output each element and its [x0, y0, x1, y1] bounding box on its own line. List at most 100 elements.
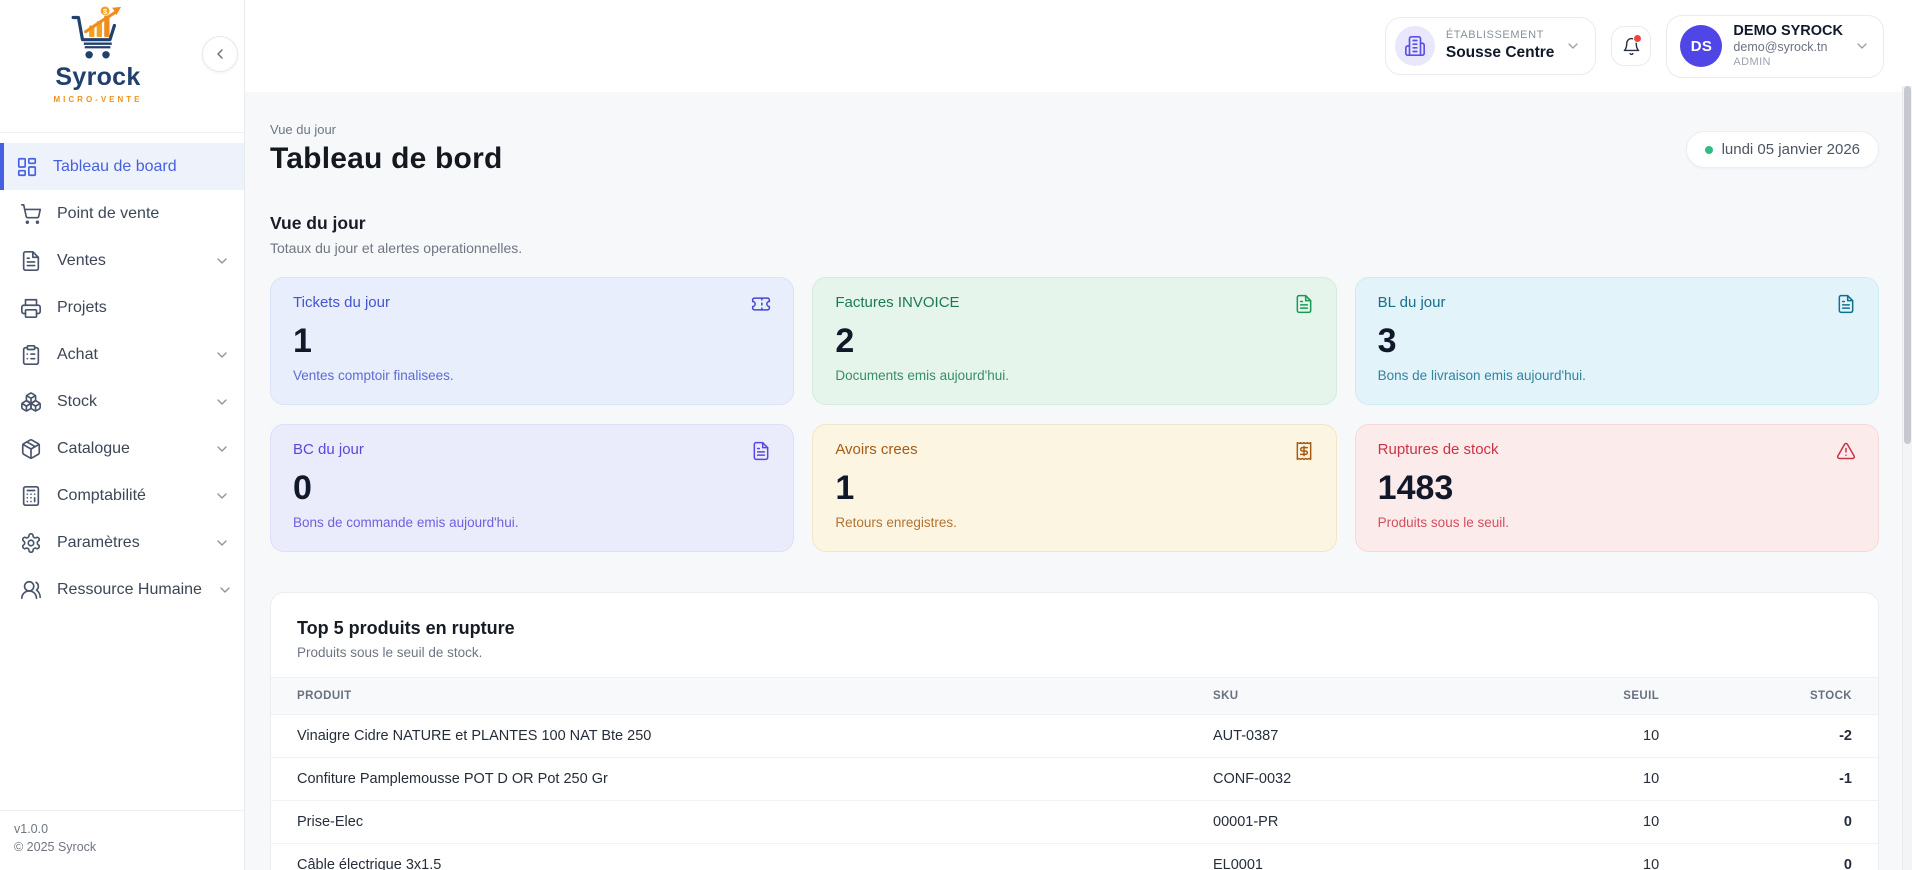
column-header-sku: SKU [1187, 677, 1509, 715]
notifications-button[interactable] [1611, 26, 1652, 66]
stat-card-avoirs-crees: Avoirs crees 1 Retours enregistres. [812, 424, 1337, 552]
copyright: © 2025 Syrock [14, 840, 97, 855]
cell-produit: Câble électrique 3x1.5 [271, 843, 1187, 870]
stat-card-factures-invoice: Factures INVOICE 2 Documents emis aujour… [812, 277, 1337, 405]
chevron-down-icon [217, 257, 227, 264]
scrollbar-thumb[interactable] [1904, 86, 1911, 444]
sidebar-item-catalogue[interactable]: Catalogue [0, 425, 244, 472]
sidebar-item-parametres[interactable]: Paramètres [0, 519, 244, 566]
user-role: ADMIN [1733, 56, 1771, 68]
file-text-icon [22, 250, 40, 271]
printer-icon [21, 298, 41, 318]
establishment-selector[interactable]: ÉTABLISSEMENT Sousse Centre [1384, 17, 1597, 75]
user-name: DEMO SYROCK [1733, 23, 1843, 40]
sidebar-item-label: Tableau de board [53, 157, 177, 175]
card-value: 0 [293, 469, 312, 507]
file-text-icon [753, 441, 769, 461]
file-text-icon [1296, 294, 1312, 314]
package-icon [21, 438, 41, 459]
topbar: ÉTABLISSEMENT Sousse Centre DS DEMO SYRO… [245, 0, 1912, 92]
sidebar-nav: Tableau de board Point de vente Ventes P… [0, 143, 244, 613]
logo-block: $ Syrock MICRO-VENTE [0, 0, 244, 133]
card-value: 1 [293, 322, 312, 360]
chevron-down-icon [217, 398, 227, 405]
svg-text:$: $ [103, 7, 108, 16]
ticket-icon [752, 297, 771, 311]
sidebar-item-label: Ventes [57, 251, 106, 269]
chevron-down-icon [217, 539, 227, 546]
sidebar-item-point-de-vente[interactable]: Point de vente [0, 190, 244, 237]
establishment-value: Sousse Centre [1445, 44, 1555, 62]
building-icon [1394, 26, 1435, 66]
page-title: Tableau de bord [270, 142, 503, 175]
card-title: Factures INVOICE [835, 294, 960, 311]
clipboard-icon [22, 344, 40, 365]
sidebar-item-comptabilite[interactable]: Comptabilité [0, 472, 244, 519]
sidebar-item-ressource-humaine[interactable]: Ressource Humaine [0, 566, 244, 613]
alert-triangle-icon [1836, 442, 1856, 460]
sidebar-item-tableau-de-board[interactable]: Tableau de board [0, 143, 244, 190]
sidebar-item-label: Ressource Humaine [57, 580, 202, 598]
date-badge: lundi 05 janvier 2026 [1685, 131, 1879, 168]
section-head: Vue du jour Totaux du jour et alertes op… [270, 213, 1879, 256]
calculator-icon [22, 485, 40, 506]
sidebar-item-achat[interactable]: Achat [0, 331, 244, 378]
table-header-row: PRODUIT SKU SEUIL STOCK [271, 677, 1878, 715]
chevron-down-icon [217, 351, 227, 358]
table-subtitle: Produits sous le seuil de stock. [297, 645, 483, 660]
cell-produit: Prise-Elec [271, 800, 1187, 844]
cell-sku: AUT-0387 [1187, 714, 1509, 758]
sidebar-item-stock[interactable]: Stock [0, 378, 244, 425]
top-ruptures-card: Top 5 produits en rupture Produits sous … [270, 592, 1879, 870]
sidebar-item-projets[interactable]: Projets [0, 284, 244, 331]
file-text-icon [1838, 294, 1854, 314]
chevron-down-icon [1857, 43, 1867, 49]
cell-sku: CONF-0032 [1187, 757, 1509, 801]
cart-icon [21, 203, 42, 224]
card-description: Bons de commande emis aujourd'hui. [293, 515, 519, 531]
chevron-down-icon [1568, 43, 1579, 49]
card-value: 1483 [1377, 469, 1454, 507]
cell-produit: Confiture Pamplemousse POT D OR Pot 250 … [271, 757, 1187, 801]
user-email: demo@syrock.tn [1733, 40, 1828, 55]
stat-cards-grid: Tickets du jour 1 Ventes comptoir finali… [270, 277, 1879, 552]
table-title: Top 5 produits en rupture [297, 618, 515, 638]
brand-subtitle: MICRO-VENTE [53, 95, 143, 104]
status-dot-icon [1704, 145, 1713, 154]
card-value: 3 [1377, 322, 1397, 360]
column-header-stock: STOCK [1685, 677, 1878, 715]
sidebar-collapse-button[interactable] [202, 36, 238, 72]
sidebar-footer: v1.0.0 © 2025 Syrock [0, 809, 244, 870]
chevron-down-icon [217, 445, 227, 452]
card-title: Ruptures de stock [1377, 441, 1499, 458]
stat-card-bc-du-jour: BC du jour 0 Bons de commande emis aujou… [270, 424, 795, 552]
stat-card-tickets-du-jour: Tickets du jour 1 Ventes comptoir finali… [270, 277, 795, 405]
cell-seuil: 10 [1508, 714, 1686, 758]
syrock-logo: $ Syrock MICRO-VENTE [36, 6, 160, 104]
chevron-down-icon [217, 492, 227, 499]
chevron-down-icon [220, 586, 230, 593]
card-title: BC du jour [293, 441, 364, 458]
stat-card-ruptures-de-stock: Ruptures de stock 1483 Produits sous le … [1354, 424, 1879, 552]
boxes-icon [21, 391, 41, 412]
chevron-left-icon [217, 49, 223, 59]
card-description: Bons de livraison emis aujourd'hui. [1377, 368, 1586, 384]
cell-seuil: 10 [1508, 843, 1686, 870]
cell-seuil: 10 [1508, 757, 1686, 801]
cell-sku: 00001-PR [1187, 800, 1509, 844]
cart-chart-logo-icon: $ [71, 6, 122, 59]
cell-stock: -1 [1685, 757, 1878, 801]
scrollbar[interactable] [1902, 86, 1912, 870]
receipt-icon [1296, 441, 1312, 461]
sidebar-item-label: Projets [57, 298, 107, 316]
main-area: ÉTABLISSEMENT Sousse Centre DS DEMO SYRO… [245, 0, 1912, 870]
user-menu[interactable]: DS DEMO SYROCK demo@syrock.tn ADMIN [1666, 14, 1884, 78]
cell-produit: Vinaigre Cidre NATURE et PLANTES 100 NAT… [271, 714, 1187, 758]
sidebar-item-ventes[interactable]: Ventes [0, 237, 244, 284]
cell-seuil: 10 [1508, 800, 1686, 844]
users-icon [21, 580, 41, 599]
establishment-label: ÉTABLISSEMENT [1445, 29, 1544, 42]
card-value: 1 [835, 469, 855, 507]
section-subtitle: Totaux du jour et alertes operationnelle… [270, 240, 523, 256]
table-row: Vinaigre Cidre NATURE et PLANTES 100 NAT… [271, 714, 1878, 758]
